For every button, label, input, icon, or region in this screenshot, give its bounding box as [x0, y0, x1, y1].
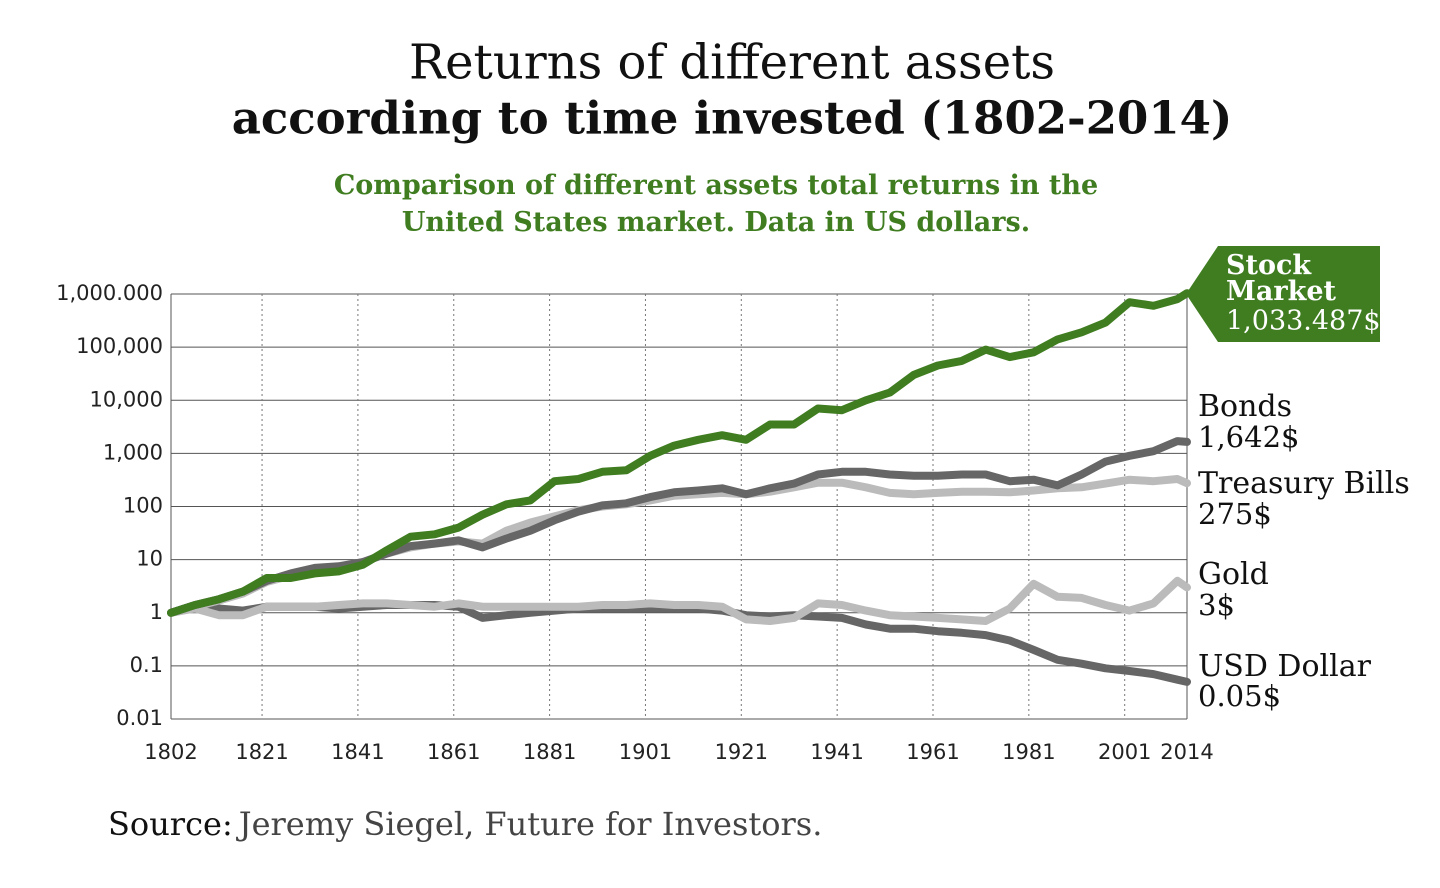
x-tick-label: 1901: [619, 740, 672, 764]
x-tick-label: 1861: [427, 740, 480, 764]
legend-label: Gold: [1198, 557, 1269, 592]
x-tick-label: 2014: [1160, 740, 1213, 764]
source-label: Source:: [108, 805, 233, 843]
value-label: 1,033.487$: [1226, 306, 1381, 337]
x-tick-label: 1961: [906, 740, 959, 764]
source: Source: Jeremy Siegel, Future for Investo…: [108, 805, 822, 843]
value-label: 3$: [1198, 588, 1235, 622]
value-label: 0.05$: [1198, 679, 1281, 713]
y-tick-label: 1,000.000: [56, 281, 163, 305]
legend-label: USD Dollar: [1198, 649, 1372, 684]
y-tick-label: 100: [123, 494, 163, 518]
stock-label-box: [1186, 246, 1380, 342]
x-tick-label: 1841: [331, 740, 384, 764]
y-tick-label: 0.1: [130, 653, 163, 677]
series-line: [167, 289, 1191, 617]
x-tick-label: 2001: [1098, 740, 1151, 764]
legend-label: Bonds: [1198, 389, 1292, 424]
series-line: [167, 576, 1191, 625]
y-tick-label: 10: [136, 547, 163, 571]
value-label: 275$: [1198, 497, 1272, 531]
x-tick-label: 1881: [523, 740, 576, 764]
y-tick-label: 10,000: [90, 387, 163, 411]
chart-title: Returns of different assets: [409, 35, 1055, 91]
source-text: Jeremy Siegel, Future for Investors.: [236, 805, 823, 843]
y-tick-label: 100,000: [76, 334, 163, 358]
x-tick-label: 1941: [810, 740, 863, 764]
y-tick-label: 1: [150, 600, 163, 624]
value-label: 1,642$: [1198, 420, 1299, 454]
x-tick-label: 1921: [715, 740, 768, 764]
series-line: [167, 475, 1191, 617]
legend-label: Stock Market: [1226, 250, 1336, 307]
y-tick-label: 1,000: [103, 440, 163, 464]
legend-label: Treasury Bills: [1198, 466, 1410, 501]
x-tick-label: 1821: [235, 740, 288, 764]
series-line: [167, 601, 1191, 686]
x-tick-label: 1802: [144, 740, 197, 764]
x-tick-label: 1981: [1002, 740, 1055, 764]
chart-description: Comparison of different assets total ret…: [334, 170, 1098, 238]
y-tick-label: 0.01: [116, 706, 163, 730]
chart-subtitle: according to time invested (1802-2014): [232, 92, 1233, 145]
series-line: [167, 437, 1191, 617]
